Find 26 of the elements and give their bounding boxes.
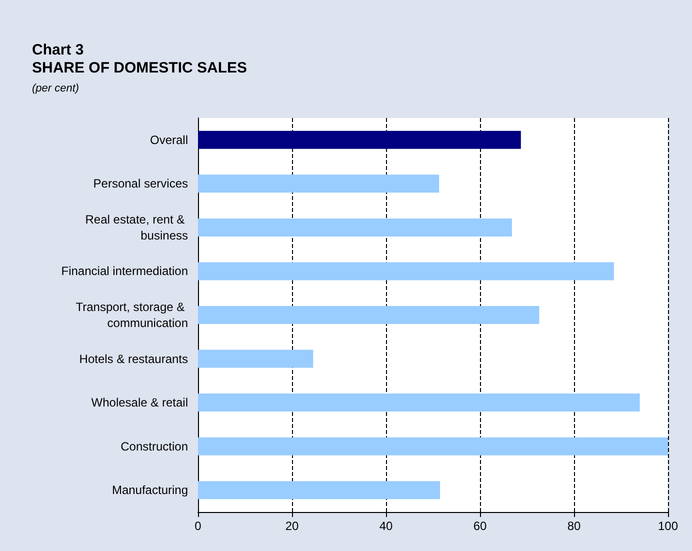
bar <box>198 481 440 500</box>
x-tick-label: 40 <box>379 519 393 533</box>
bar <box>198 394 640 412</box>
y-tick-label: Hotels & restaurants <box>79 352 188 366</box>
bar <box>198 218 512 236</box>
x-tick-label: 20 <box>285 519 299 533</box>
x-tick-label: 100 <box>658 519 678 533</box>
bar <box>198 130 521 149</box>
chart-title: Chart 3 SHARE OF DOMESTIC SALES <box>32 42 248 76</box>
y-tick-label: Overall <box>150 132 188 147</box>
bar <box>198 306 540 324</box>
x-tick-label: 60 <box>473 519 487 533</box>
bar <box>198 350 314 368</box>
y-tick-label: Transport, storage & communication <box>76 300 188 330</box>
x-tick-label: 80 <box>567 519 581 533</box>
y-tick-label: Financial intermediation <box>61 264 188 278</box>
x-tick-label: 0 <box>194 519 202 533</box>
y-tick-label: Manufacturing <box>112 483 188 498</box>
y-tick-label: Real estate, rent & business <box>85 212 188 242</box>
y-tick-label: Personal services <box>93 176 188 191</box>
text: (per cent) <box>32 82 80 94</box>
bar <box>198 262 614 280</box>
bar <box>198 437 668 456</box>
y-tick-label: Construction <box>120 439 188 454</box>
bar <box>198 174 440 193</box>
y-tick-label: Wholesale & retail <box>91 396 188 410</box>
